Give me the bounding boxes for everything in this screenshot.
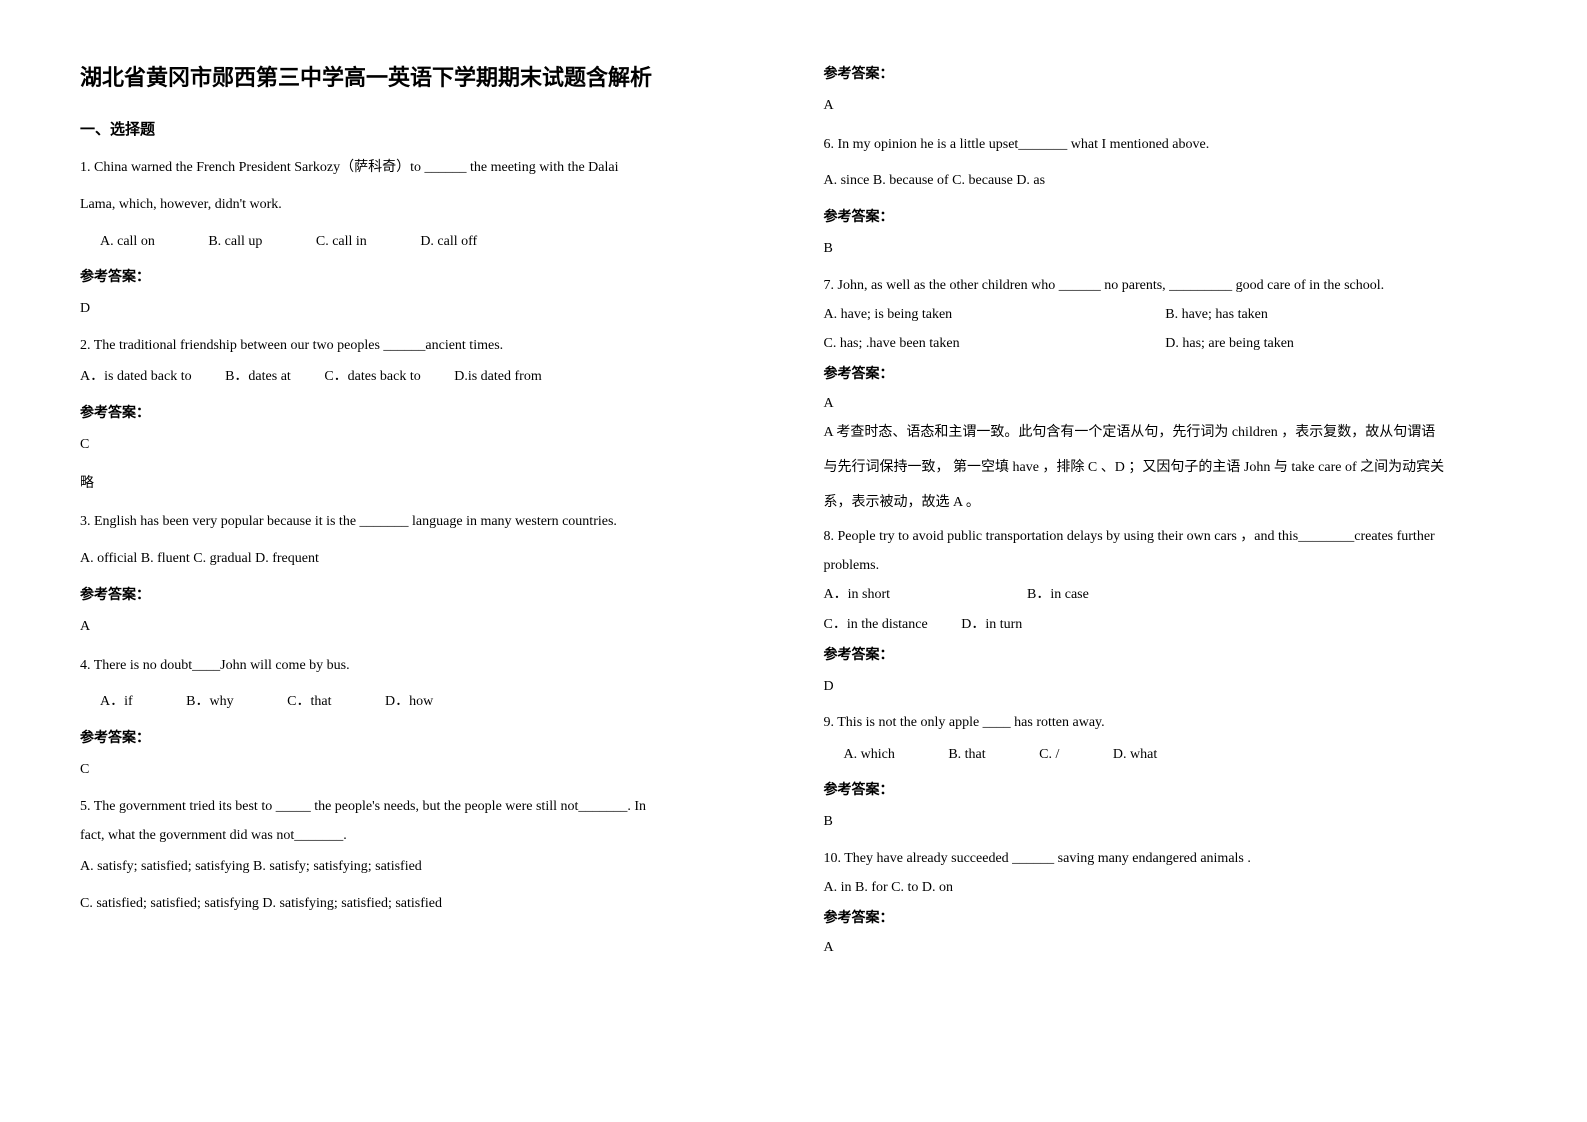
q4-opt-c: C．that xyxy=(287,687,331,718)
q2-answer: C xyxy=(80,430,764,461)
q5-options-line2: C. satisfied; satisfied; satisfying D. s… xyxy=(80,889,764,920)
q1-opt-a: A. call on xyxy=(100,227,155,258)
q9-text: 9. This is not the only apple ____ has r… xyxy=(824,710,1508,735)
q9-answer: B xyxy=(824,807,1508,838)
q1-answer-label: 参考答案： xyxy=(80,263,764,294)
q1-opt-b: B. call up xyxy=(208,227,262,258)
q8-opt-c: C．in the distance xyxy=(824,612,928,637)
q2-opt-b: B．dates at xyxy=(225,362,291,393)
q10-answer-label: 参考答案： xyxy=(824,904,1508,935)
page-title: 湖北省黄冈市郧西第三中学高一英语下学期期末试题含解析 xyxy=(80,60,764,92)
q1-answer: D xyxy=(80,294,764,325)
q2-omit: 略 xyxy=(80,469,764,500)
q5-answer-label: 参考答案： xyxy=(824,60,1508,91)
q8-opt-a: A．in short xyxy=(824,582,1024,607)
q10-options: A. in B. for C. to D. on xyxy=(824,875,1508,900)
right-column: 参考答案： A 6. In my opinion he is a little … xyxy=(824,60,1508,1062)
q7-opt-c: C. has; .have been taken xyxy=(824,331,1166,356)
q2-text: 2. The traditional friendship between ou… xyxy=(80,333,764,358)
q8-options-row2: C．in the distance D．in turn xyxy=(824,612,1508,637)
q7-options-row1: A. have; is being taken B. have; has tak… xyxy=(824,302,1508,327)
q7-text: 7. John, as well as the other children w… xyxy=(824,273,1508,298)
q4-answer: C xyxy=(80,755,764,786)
q1-opt-d: D. call off xyxy=(420,227,477,258)
q7-answer: A xyxy=(824,391,1508,416)
q9-opt-b: B. that xyxy=(948,740,985,771)
q3-text: 3. English has been very popular because… xyxy=(80,507,764,538)
q7-opt-b: B. have; has taken xyxy=(1165,302,1507,327)
q9-answer-label: 参考答案： xyxy=(824,776,1508,807)
q3-options: A. official B. fluent C. gradual D. freq… xyxy=(80,544,764,575)
q4-answer-label: 参考答案： xyxy=(80,724,764,755)
q10-answer: A xyxy=(824,935,1508,960)
q4-options: A．if B．why C．that D．how xyxy=(80,687,764,718)
q5-text-line2: fact, what the government did was not___… xyxy=(80,823,764,848)
q7-exp-line1: A 考查时态、语态和主谓一致。此句含有一个定语从句，先行词为 children … xyxy=(824,420,1508,447)
q8-opt-d: D．in turn xyxy=(961,617,1022,632)
q8-text-line2: problems. xyxy=(824,553,1508,578)
q7-opt-a: A. have; is being taken xyxy=(824,302,1166,327)
q8-answer: D xyxy=(824,672,1508,703)
q5-text-line1: 5. The government tried its best to ____… xyxy=(80,794,764,819)
q1-text-line1: 1. China warned the French President Sar… xyxy=(80,153,764,184)
q7-exp-line2: 与先行词保持一致， 第一空填 have ，排除 C 、D ；又因句子的主语 Jo… xyxy=(824,455,1508,482)
q1-opt-c: C. call in xyxy=(316,227,367,258)
q4-opt-a: A．if xyxy=(100,687,133,718)
q7-options-row2: C. has; .have been taken D. has; are bei… xyxy=(824,331,1508,356)
q6-answer: B xyxy=(824,234,1508,265)
q9-opt-c: C. / xyxy=(1039,740,1059,771)
q1-text-line2: Lama, which, however, didn't work. xyxy=(80,190,764,221)
q9-options: A. which B. that C. / D. what xyxy=(824,740,1508,771)
q2-answer-label: 参考答案： xyxy=(80,399,764,430)
q2-opt-d: D.is dated from xyxy=(454,362,541,393)
q4-opt-d: D．how xyxy=(385,687,433,718)
q5-answer: A xyxy=(824,91,1508,122)
q8-answer-label: 参考答案： xyxy=(824,641,1508,672)
q4-opt-b: B．why xyxy=(186,687,233,718)
q5-options-line1: A. satisfy; satisfied; satisfying B. sat… xyxy=(80,852,764,883)
q9-opt-a: A. which xyxy=(844,740,895,771)
section-header: 一、选择题 xyxy=(80,118,764,139)
q6-text: 6. In my opinion he is a little upset___… xyxy=(824,130,1508,161)
q6-answer-label: 参考答案： xyxy=(824,203,1508,234)
q8-text-line1: 8. People try to avoid public transporta… xyxy=(824,524,1508,549)
q7-exp-line3: 系，表示被动，故选 A 。 xyxy=(824,490,1508,517)
q8-opt-b: B．in case xyxy=(1027,587,1089,602)
q9-opt-d: D. what xyxy=(1113,740,1157,771)
q7-answer-label: 参考答案： xyxy=(824,360,1508,391)
q2-opt-a: A．is dated back to xyxy=(80,362,192,393)
q3-answer: A xyxy=(80,612,764,643)
q6-options: A. since B. because of C. because D. as xyxy=(824,166,1508,197)
q7-opt-d: D. has; are being taken xyxy=(1165,331,1507,356)
q1-options: A. call on B. call up C. call in D. call… xyxy=(80,227,764,258)
q10-text: 10. They have already succeeded ______ s… xyxy=(824,846,1508,871)
q3-answer-label: 参考答案： xyxy=(80,581,764,612)
q4-text: 4. There is no doubt____John will come b… xyxy=(80,651,764,682)
q2-opt-c: C．dates back to xyxy=(324,362,420,393)
q8-options-row1: A．in short B．in case xyxy=(824,582,1508,607)
q2-options: A．is dated back to B．dates at C．dates ba… xyxy=(80,362,764,393)
left-column: 湖北省黄冈市郧西第三中学高一英语下学期期末试题含解析 一、选择题 1. Chin… xyxy=(80,60,764,1062)
